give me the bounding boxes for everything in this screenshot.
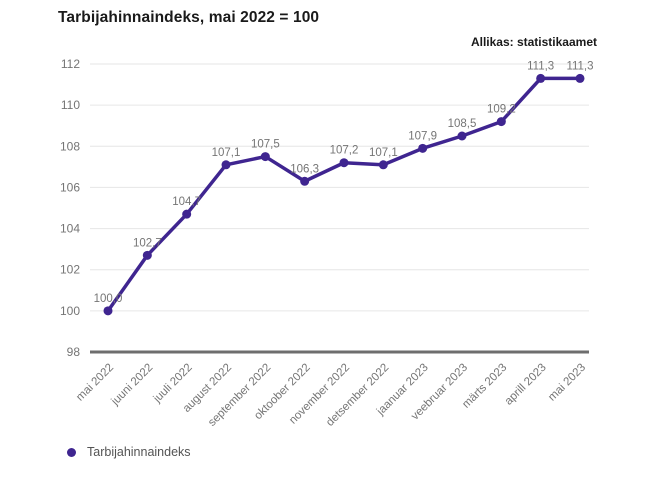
x-axis-tick-label: juuni 2022 xyxy=(109,362,156,409)
data-point-label: 102,7 xyxy=(133,237,162,249)
chart-legend: Tarbijahinnaindeks xyxy=(67,445,191,459)
x-axis-tick-label: mai 2022 xyxy=(74,362,116,404)
data-point-marker xyxy=(142,250,152,260)
legend-series-label: Tarbijahinnaindeks xyxy=(87,445,191,459)
data-point-marker xyxy=(536,73,546,83)
data-point-marker xyxy=(221,160,231,170)
y-axis-tick-label: 102 xyxy=(60,263,80,277)
data-point-marker xyxy=(339,158,349,168)
data-point-marker xyxy=(496,117,506,127)
data-point-label: 111,3 xyxy=(566,60,593,72)
data-point-label: 100,0 xyxy=(94,293,123,305)
chart-title: Tarbijahinnaindeks, mai 2022 = 100 xyxy=(58,9,320,26)
data-point-marker xyxy=(300,176,310,186)
data-point-marker xyxy=(378,160,388,170)
legend-marker-icon xyxy=(67,447,76,457)
y-axis-tick-label: 110 xyxy=(61,98,80,112)
data-point-label: 111,3 xyxy=(527,60,554,72)
data-point-label: 104,7 xyxy=(172,196,201,208)
y-axis-tick-label: 100 xyxy=(60,304,80,318)
data-point-marker xyxy=(182,209,192,219)
data-point-label: 107,5 xyxy=(251,139,280,151)
data-point-label: 107,2 xyxy=(330,145,359,157)
data-point-marker xyxy=(103,306,113,316)
x-axis-tick-label: mai 2023 xyxy=(546,362,588,404)
data-point-label: 107,9 xyxy=(408,130,437,142)
y-axis-tick-label: 98 xyxy=(67,345,81,359)
data-point-label: 106,3 xyxy=(290,163,319,175)
data-point-label: 107,1 xyxy=(212,147,241,159)
data-point-marker xyxy=(575,73,585,83)
y-axis-tick-label: 112 xyxy=(61,57,80,71)
y-axis-tick-label: 104 xyxy=(60,222,80,236)
y-axis-tick-label: 108 xyxy=(60,139,80,153)
x-axis-tick-label: aprill 2023 xyxy=(503,362,549,408)
data-point-label: 108,5 xyxy=(448,118,477,130)
data-point-label: 107,1 xyxy=(369,147,398,159)
data-point-marker xyxy=(418,143,428,153)
data-point-marker xyxy=(457,131,467,141)
data-point-marker xyxy=(260,152,270,162)
y-axis-tick-label: 106 xyxy=(60,180,80,194)
data-point-label: 109,2 xyxy=(487,104,516,116)
chart-source-note: Allikas: statistikaamet xyxy=(470,35,597,49)
